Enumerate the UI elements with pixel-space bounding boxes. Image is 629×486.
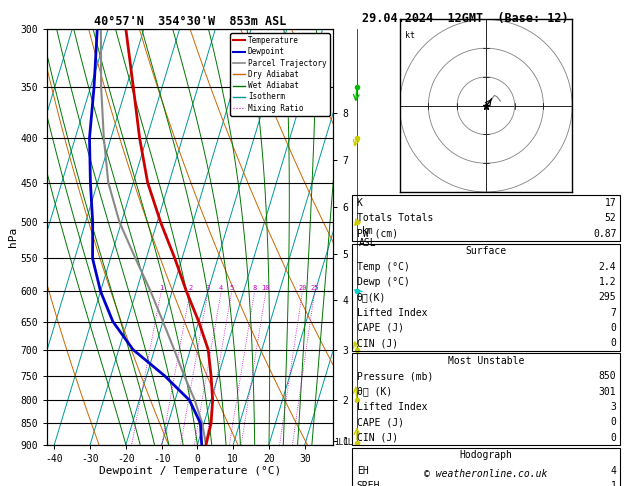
Text: Lifted Index: Lifted Index <box>357 402 427 412</box>
Text: 2.4: 2.4 <box>599 261 616 272</box>
Y-axis label: hPa: hPa <box>8 227 18 247</box>
Text: kt: kt <box>405 31 415 40</box>
Text: Totals Totals: Totals Totals <box>357 213 433 224</box>
Text: SREH: SREH <box>357 481 380 486</box>
Text: Pressure (mb): Pressure (mb) <box>357 371 433 382</box>
Text: Temp (°C): Temp (°C) <box>357 261 409 272</box>
Text: 850: 850 <box>599 371 616 382</box>
Text: Hodograph: Hodograph <box>459 450 513 460</box>
Text: 0: 0 <box>611 338 616 348</box>
Text: K: K <box>357 198 362 208</box>
Text: Most Unstable: Most Unstable <box>448 356 524 366</box>
Text: 52: 52 <box>604 213 616 224</box>
Text: θᴄ (K): θᴄ (K) <box>357 386 392 397</box>
Text: 1: 1 <box>611 481 616 486</box>
Text: 1LCL: 1LCL <box>335 438 353 447</box>
Text: EH: EH <box>357 466 369 476</box>
Text: 7: 7 <box>611 308 616 318</box>
Text: 301: 301 <box>599 386 616 397</box>
Text: PW (cm): PW (cm) <box>357 228 398 239</box>
Text: 3: 3 <box>206 285 210 291</box>
Y-axis label: km
ASL: km ASL <box>359 226 377 248</box>
Text: 25: 25 <box>311 285 319 291</box>
Text: 0: 0 <box>611 323 616 333</box>
Text: 17: 17 <box>604 198 616 208</box>
Text: Dewp (°C): Dewp (°C) <box>357 277 409 287</box>
Text: Surface: Surface <box>465 246 506 257</box>
Text: CIN (J): CIN (J) <box>357 338 398 348</box>
Text: CAPE (J): CAPE (J) <box>357 323 404 333</box>
Text: 0: 0 <box>611 417 616 427</box>
Text: © weatheronline.co.uk: © weatheronline.co.uk <box>424 469 548 479</box>
Text: Lifted Index: Lifted Index <box>357 308 427 318</box>
Text: 29.04.2024  12GMT  (Base: 12): 29.04.2024 12GMT (Base: 12) <box>362 12 568 25</box>
X-axis label: Dewpoint / Temperature (°C): Dewpoint / Temperature (°C) <box>99 467 281 476</box>
Text: 1: 1 <box>159 285 164 291</box>
Text: θᴄ(K): θᴄ(K) <box>357 292 386 302</box>
Text: 0.87: 0.87 <box>593 228 616 239</box>
Text: 8: 8 <box>252 285 257 291</box>
Text: 10: 10 <box>262 285 270 291</box>
Text: CAPE (J): CAPE (J) <box>357 417 404 427</box>
Text: 1.2: 1.2 <box>599 277 616 287</box>
Text: 4: 4 <box>219 285 223 291</box>
Text: 3: 3 <box>611 402 616 412</box>
Text: 295: 295 <box>599 292 616 302</box>
Text: 0: 0 <box>611 433 616 443</box>
Legend: Temperature, Dewpoint, Parcel Trajectory, Dry Adiabat, Wet Adiabat, Isotherm, Mi: Temperature, Dewpoint, Parcel Trajectory… <box>230 33 330 116</box>
Title: 40°57'N  354°30'W  853m ASL: 40°57'N 354°30'W 853m ASL <box>94 15 286 28</box>
Text: 20: 20 <box>298 285 307 291</box>
Text: CIN (J): CIN (J) <box>357 433 398 443</box>
Text: 4: 4 <box>611 466 616 476</box>
Text: 2: 2 <box>188 285 192 291</box>
Text: 5: 5 <box>230 285 234 291</box>
